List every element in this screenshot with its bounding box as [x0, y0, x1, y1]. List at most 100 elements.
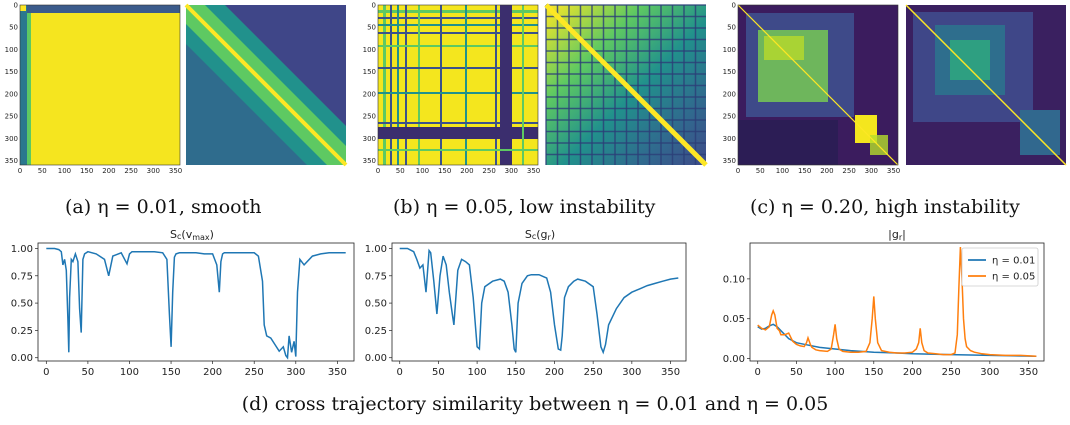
y-tick-label: 1.00: [365, 244, 387, 255]
heatmap-y-tick: 350: [723, 157, 736, 165]
stripe-v: [465, 5, 467, 165]
heatmap-y-tick: 250: [723, 113, 736, 121]
x-tick-label: 250: [584, 367, 603, 378]
heatmap-x-tick: 350: [887, 167, 900, 175]
heatmap-y-tick: 200: [363, 90, 376, 98]
heatmap-y-tick: 0: [372, 2, 376, 10]
plot-frame: [391, 242, 687, 362]
heatmap-x-tick: 0: [376, 167, 380, 175]
x-tick-label: 100: [120, 367, 139, 378]
heatmap-x-tick: 100: [416, 167, 429, 175]
heatmap-x-tick: 200: [102, 167, 115, 175]
series-line-1: [757, 246, 1037, 357]
heatmap-x-tick: 300: [505, 167, 518, 175]
heatmap-b-right: [544, 3, 708, 167]
caption-b: (b) η = 0.05, low instability: [393, 196, 656, 218]
plot1-title: Sc(vmax): [170, 228, 214, 242]
heatmap-x-tick: 350: [169, 167, 182, 175]
x-tick-label: 0: [43, 367, 49, 378]
series-line-0: [46, 247, 346, 360]
x-tick-label: 150: [864, 367, 883, 378]
x-tick-label: 0: [397, 367, 403, 378]
line-plot-sc-gr: Sc(gr) 0 50 100 150 200 250 300 350 0.00 0.25 0.50…: [365, 228, 687, 378]
heatmap-a-left: [19, 4, 181, 166]
caption-d: (d) cross trajectory similarity between …: [242, 393, 829, 415]
heatmap-x-tick: 200: [820, 167, 833, 175]
heatmap-b-left: [377, 4, 539, 166]
y-tick-label: 0.10: [723, 274, 745, 285]
legend-label: η = 0.05: [992, 272, 1035, 283]
caption-a: (a) η = 0.01, smooth: [65, 196, 261, 218]
x-tick-label: 250: [245, 367, 264, 378]
x-tick-label: 0: [755, 367, 761, 378]
stripe-h: [378, 45, 538, 47]
heatmap-y-tick: 300: [723, 135, 736, 143]
stripe-v: [495, 5, 497, 165]
x-tick-label: 200: [545, 367, 564, 378]
series-line-0: [757, 323, 1037, 357]
heatmap-x-tick: 150: [438, 167, 451, 175]
heatmap-x-tick: 100: [776, 167, 789, 175]
stripe-h: [378, 24, 538, 26]
heatmap-y-tick: 50: [9, 24, 18, 32]
heatmap-y-tick: 300: [363, 135, 376, 143]
stripe-h: [378, 92, 538, 94]
y-tick-label: 0.25: [365, 326, 387, 337]
heatmap-x-tick: 300: [147, 167, 160, 175]
stripe-h: [378, 10, 538, 13]
heatmap-y-tick: 350: [363, 157, 376, 165]
stripe-v: [440, 5, 442, 165]
heatmap-x-tick: 250: [482, 167, 495, 175]
y-tick-label: 0.50: [365, 299, 387, 310]
stripe-v: [522, 5, 524, 165]
heatmap-x-tick: 50: [756, 167, 765, 175]
x-tick-label: 350: [661, 367, 680, 378]
x-tick-label: 350: [1019, 367, 1038, 378]
heatmap-y-tick: 200: [5, 90, 18, 98]
y-tick-label: 0.75: [365, 271, 387, 282]
x-tick-label: 150: [162, 367, 181, 378]
legend-label: η = 0.01: [992, 256, 1035, 267]
heatmap-a-right: [184, 3, 348, 167]
heatmap-x-tick: 150: [798, 167, 811, 175]
heatmap-y-tick: 100: [5, 46, 18, 54]
caption-c: (c) η = 0.20, high instability: [750, 196, 1020, 218]
heatmap-y-tick: 150: [5, 68, 18, 76]
x-tick-label: 150: [506, 367, 525, 378]
heatmap-y-tick: 250: [363, 113, 376, 121]
plot-frame: [749, 242, 1045, 362]
stripe-h: [378, 67, 538, 69]
heatmap-y-tick: 250: [5, 113, 18, 121]
heatmap-y-tick: 350: [5, 157, 18, 165]
y-tick-label: 0.25: [11, 326, 33, 337]
x-tick-label: 300: [286, 367, 305, 378]
stripe-v: [418, 5, 420, 165]
heatmap-y-tick: 0: [14, 2, 18, 10]
y-tick-label: 0.00: [723, 354, 745, 365]
heatmap-x-tick: 250: [842, 167, 855, 175]
x-tick-label: 50: [82, 367, 95, 378]
heatmap-x-tick: 250: [124, 167, 137, 175]
stripe-v: [390, 5, 392, 165]
plot2-title: Sc(gr): [525, 228, 555, 242]
stripe-v: [397, 5, 399, 165]
stripe-v: [383, 5, 386, 165]
x-tick-label: 200: [203, 367, 222, 378]
y-tick-label: 0.00: [365, 353, 387, 364]
x-tick-label: 250: [942, 367, 961, 378]
stripe-h: [378, 149, 538, 151]
heatmap-x-tick: 100: [58, 167, 71, 175]
heatmap-y-tick: 100: [723, 46, 736, 54]
heatmap-y-tick: 300: [5, 135, 18, 143]
heatmap-c-right: [905, 4, 1067, 166]
heatmap-y-tick: 50: [367, 24, 376, 32]
heatmap-y-tick: 50: [727, 24, 736, 32]
heatmap-y-tick: 150: [363, 68, 376, 76]
y-tick-label: 0.50: [11, 299, 33, 310]
stripe-h: [378, 17, 538, 19]
y-tick-label: 0.75: [11, 271, 33, 282]
x-tick-label: 50: [432, 367, 445, 378]
stripe-h: [378, 122, 538, 124]
stripe-v: [405, 5, 407, 165]
